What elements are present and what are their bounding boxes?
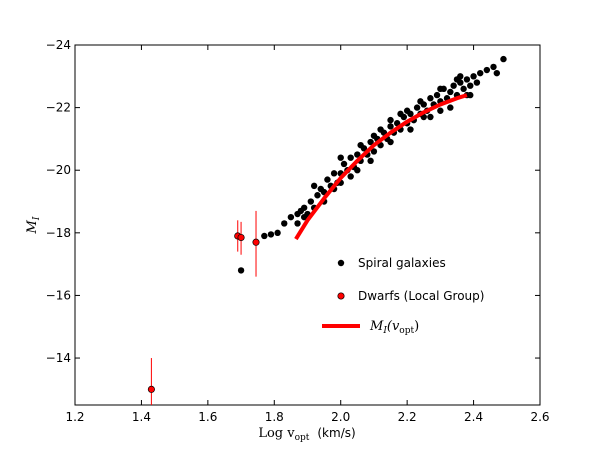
x-tick-label: 2.4 xyxy=(464,410,483,424)
spiral-galaxy-point xyxy=(294,220,301,227)
x-axis-label-main: Log v xyxy=(258,426,295,441)
spiral-galaxy-point xyxy=(447,104,454,111)
legend-marker-spiral xyxy=(337,259,345,267)
spiral-galaxy-point xyxy=(477,69,484,77)
x-tick-label: 1.4 xyxy=(132,410,151,424)
spiral-galaxy-point xyxy=(237,267,245,274)
spiral-galaxy-point xyxy=(377,126,384,133)
y-tick-label: −18 xyxy=(46,226,71,240)
spiral-galaxy-point xyxy=(403,107,411,114)
spiral-galaxy-point xyxy=(387,138,394,146)
legend-label-model: MI(vopt) xyxy=(369,319,419,336)
y-tick-label: −24 xyxy=(46,38,71,52)
x-tick-label: 2.2 xyxy=(398,410,417,424)
spiral-galaxy-point xyxy=(330,170,338,177)
spiral-galaxy-point xyxy=(437,85,444,93)
spiral-galaxy-point xyxy=(354,151,361,158)
spiral-galaxy-point xyxy=(470,73,477,80)
spiral-galaxy-point xyxy=(450,82,457,89)
spiral-galaxy-point xyxy=(437,107,444,114)
spiral-galaxy-point xyxy=(397,110,404,118)
model-line xyxy=(294,93,468,241)
legend-label-spiral: Spiral galaxies xyxy=(358,256,446,270)
dwarf-point xyxy=(147,385,155,393)
x-tick-label: 2.0 xyxy=(331,410,350,424)
spiral-galaxy-point xyxy=(347,154,354,161)
spiral-galaxy-point xyxy=(314,192,321,199)
y-axis-label: MI xyxy=(25,216,42,234)
spiral-galaxy-point xyxy=(261,232,268,240)
y-tick-label: −20 xyxy=(46,163,71,177)
spiral-galaxy-point xyxy=(427,113,434,121)
x-tick-label: 2.6 xyxy=(530,410,549,424)
spiral-galaxy-point xyxy=(324,176,331,183)
spiral-galaxy-point xyxy=(274,229,281,237)
x-axis-label: Log vopt (km/s) xyxy=(258,426,355,443)
dwarf-point xyxy=(252,238,260,246)
legend-model-close: ) xyxy=(414,319,419,334)
spiral-galaxy-point xyxy=(500,55,507,63)
spiral-galaxy-point xyxy=(367,138,374,146)
spiral-galaxy-point xyxy=(490,63,497,71)
legend-model-sub: I xyxy=(382,326,387,336)
spiral-galaxy-point xyxy=(300,204,308,211)
spiral-galaxy-point xyxy=(407,126,414,133)
axis-ticks: 1.2 1.4 1.6 1.8 2.0 2.2 2.4 2.6 −14 −16 −18 −20 −22 −… xyxy=(46,38,550,424)
spiral-galaxy-point xyxy=(287,213,295,221)
spiral-galaxy-point xyxy=(347,173,354,180)
spiral-galaxy-point xyxy=(463,76,471,83)
spiral-galaxy-point xyxy=(433,91,441,99)
dwarf-point xyxy=(237,233,245,242)
spiral-galaxy-point xyxy=(387,116,394,124)
x-axis-label-unit: (km/s) xyxy=(317,426,355,440)
spiral-galaxy-point xyxy=(370,132,378,139)
spiral-galaxy-point xyxy=(493,69,501,77)
spiral-galaxy-point xyxy=(427,95,434,102)
legend-model-psub: opt xyxy=(399,326,414,336)
spiral-galaxy-point xyxy=(281,220,288,227)
x-tick-label: 1.6 xyxy=(198,410,217,424)
spiral-galaxy-point xyxy=(447,88,454,96)
legend-marker-dwarfs xyxy=(337,292,345,300)
spiral-galaxy-point xyxy=(413,104,421,111)
spiral-galaxy-point xyxy=(387,123,394,130)
x-tick-label: 1.2 xyxy=(65,410,84,424)
spiral-galaxy-point xyxy=(340,160,348,168)
spiral-galaxy-point xyxy=(307,198,315,205)
legend-label-dwarfs: Dwarfs (Local Group) xyxy=(358,289,484,303)
legend-model-open: (v xyxy=(387,319,400,334)
spiral-galaxy-point xyxy=(467,82,474,89)
y-axis-label-sub: I xyxy=(32,216,42,221)
x-tick-label: 1.8 xyxy=(265,410,284,424)
y-tick-label: −16 xyxy=(46,288,71,302)
spiral-galaxy-point xyxy=(417,98,424,105)
spiral-galaxy-point xyxy=(267,231,275,238)
y-tick-label: −14 xyxy=(46,351,71,365)
spiral-galaxy-point xyxy=(357,141,364,149)
data-marks xyxy=(147,55,507,405)
legend-model-main: M xyxy=(369,319,384,334)
legend: Spiral galaxies Dwarfs (Local Group) MI(… xyxy=(322,256,484,336)
spiral-galaxy-point xyxy=(310,182,318,190)
spiral-galaxy-point xyxy=(354,167,361,174)
y-tick-label: −22 xyxy=(46,101,71,115)
spiral-galaxy-point xyxy=(370,148,378,155)
spiral-galaxy-point xyxy=(483,66,491,74)
spiral-galaxy-point xyxy=(460,85,467,93)
spiral-galaxy-point xyxy=(337,154,344,161)
x-axis-label-sub: opt xyxy=(295,433,310,443)
spiral-galaxy-point xyxy=(473,79,481,86)
spiral-galaxy-point xyxy=(453,76,461,83)
plot-frame xyxy=(74,44,541,406)
y-axis-label-main: M xyxy=(25,219,40,234)
spiral-galaxy-point xyxy=(367,157,374,165)
